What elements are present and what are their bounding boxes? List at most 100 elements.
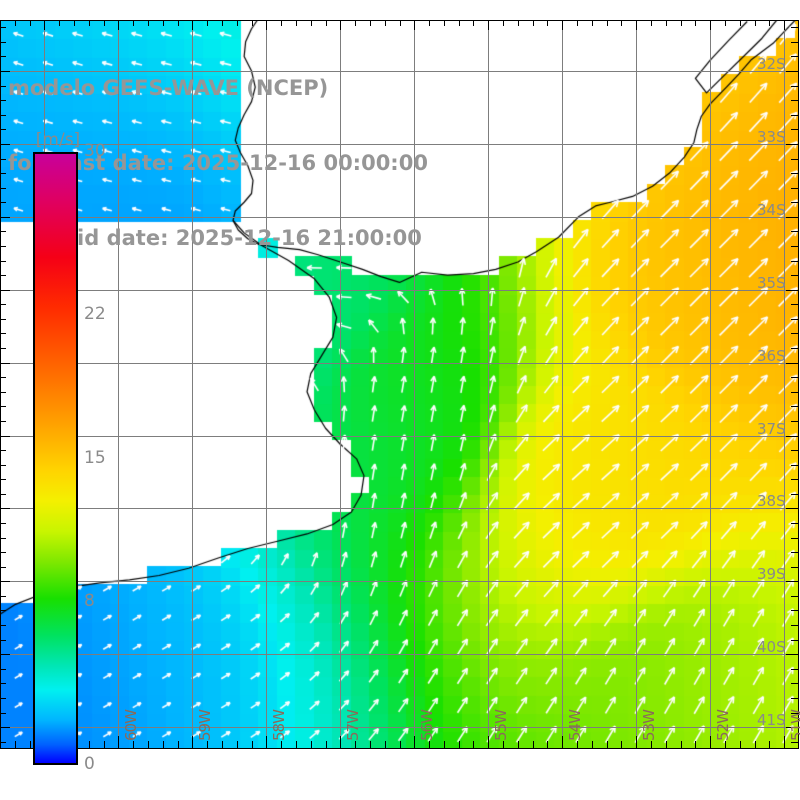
grid-line-meridian [414,20,415,749]
axis-tick [786,436,799,437]
axis-tick [118,736,119,749]
axis-tick [207,20,208,26]
axis-tick [547,20,548,26]
axis-tick [0,538,6,539]
axis-tick [118,20,119,30]
axis-tick [577,741,578,749]
grid-line-meridian [784,20,785,749]
axis-tick [74,20,75,26]
axis-tick [0,742,6,743]
latitude-label: 34S [757,201,786,219]
grid-line-meridian [710,20,711,749]
axis-tick [0,27,6,28]
axis-tick [0,421,6,422]
axis-tick [769,741,770,749]
colorbar-unit-label: [m/s] [35,130,81,150]
axis-tick [791,698,799,699]
colorbar-gradient [33,152,78,765]
axis-tick [725,20,726,26]
longitude-label: 53W [640,710,658,741]
axis-tick [0,304,6,305]
grid-line-parallel [0,290,799,291]
axis-tick [791,538,799,539]
axis-tick [0,188,6,189]
axis-tick [791,465,799,466]
colorbar-tick-label: 15 [84,447,106,468]
axis-tick [0,275,6,276]
axis-tick [791,115,799,116]
axis-tick [791,42,799,43]
axis-tick [786,290,799,291]
axis-tick [0,523,6,524]
axis-tick [192,20,193,30]
axis-tick [755,20,756,26]
axis-tick [791,86,799,87]
map-plot-area[interactable] [0,20,799,749]
axis-tick [252,741,253,749]
axis-tick [0,625,6,626]
axis-tick [0,567,6,568]
axis-tick [791,246,799,247]
axis-tick [0,450,6,451]
axis-tick [429,20,430,26]
axis-tick [0,683,6,684]
axis-tick [0,115,6,116]
axis-tick [0,596,6,597]
axis-tick [791,27,799,28]
grid-line-parallel [0,581,799,582]
axis-tick [791,596,799,597]
axis-tick [786,363,799,364]
axis-tick [791,56,799,57]
axis-tick [786,727,799,728]
axis-tick [311,20,312,26]
axis-tick [0,610,6,611]
axis-tick [503,20,504,26]
axis-tick [791,173,799,174]
axis-tick [0,494,6,495]
axis-tick [281,741,282,749]
axis-tick [15,741,16,749]
axis-tick [533,741,534,749]
axis-tick [0,100,6,101]
axis-tick [791,479,799,480]
axis-tick [459,741,460,749]
axis-tick [0,42,6,43]
axis-tick [791,640,799,641]
grid-line-meridian [636,20,637,749]
longitude-label: 57W [344,710,362,741]
grid-line-meridian [118,20,119,749]
latitude-label: 37S [757,420,786,438]
axis-tick [0,86,6,87]
axis-tick [791,567,799,568]
axis-tick [791,683,799,684]
grid-line-meridian [340,20,341,749]
axis-tick [786,217,799,218]
axis-tick [791,669,799,670]
axis-tick [163,741,164,749]
axis-tick [0,261,6,262]
grid-line-meridian [562,20,563,749]
axis-tick [400,20,401,26]
latitude-label: 33S [757,128,786,146]
axis-tick [488,736,489,749]
axis-tick [0,713,6,714]
axis-tick [326,741,327,749]
axis-tick [15,20,16,26]
axis-tick [791,406,799,407]
axis-tick [0,654,10,655]
axis-tick [791,202,799,203]
axis-tick [791,261,799,262]
latitude-label: 41S [757,711,786,729]
axis-tick [0,669,6,670]
grid-line-parallel [0,727,799,728]
axis-tick [44,20,45,30]
axis-tick [621,20,622,26]
axis-tick [791,231,799,232]
longitude-label: 52W [714,710,732,741]
axis-tick [0,741,1,749]
axis-tick [784,736,785,749]
axis-tick [429,741,430,749]
axis-tick [791,610,799,611]
axis-tick [444,741,445,749]
